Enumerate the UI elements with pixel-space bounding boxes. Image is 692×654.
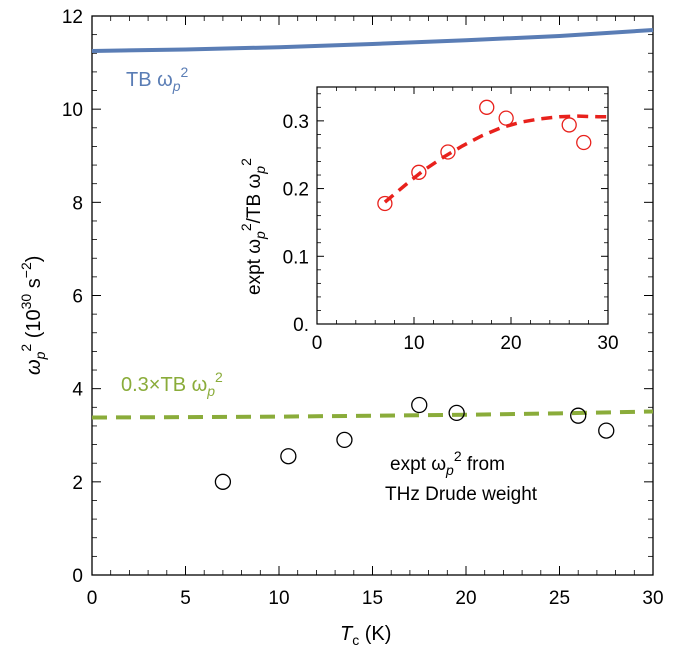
x-tick-label: 0 xyxy=(312,333,323,354)
data-point-marker xyxy=(411,164,427,180)
x-tick-label: 25 xyxy=(549,588,570,609)
inset-y-axis-label: expt ωp2/TB ωp2 xyxy=(238,158,268,295)
inset-y-ticks: 0. 0.1 0.2 0.3 xyxy=(283,93,608,336)
x-tick-label: 30 xyxy=(597,333,618,354)
x-tick-label: 0 xyxy=(87,588,98,609)
x-tick-label: 10 xyxy=(268,588,289,609)
data-point-marker xyxy=(440,144,456,160)
expt-label-line1: expt ωp2 from xyxy=(390,448,505,478)
data-point-marker xyxy=(570,407,587,424)
inset-series xyxy=(377,99,608,212)
x-tick-label: 15 xyxy=(362,588,383,609)
main-series xyxy=(91,27,654,490)
y-tick-label: 0 xyxy=(72,566,83,587)
data-point-marker xyxy=(336,431,353,449)
data-point-marker xyxy=(214,473,232,490)
y-tick-label: 12 xyxy=(62,7,83,28)
main-x-ticks: 0 5 10 15 20 25 30 xyxy=(87,16,664,609)
expt-label-line2: THz Drude weight xyxy=(385,484,538,505)
data-point-marker xyxy=(598,422,615,439)
series-line xyxy=(91,409,654,420)
x-tick-label: 5 xyxy=(180,588,191,609)
data-point-marker xyxy=(576,134,592,151)
tb-line-label: TB ωp2 xyxy=(126,64,189,94)
data-point-marker xyxy=(479,99,495,115)
y-tick-label: 0.1 xyxy=(283,247,309,268)
main-y-axis-label: ωp2 (1030 s−2) xyxy=(18,256,48,375)
y-tick-label: 0.2 xyxy=(283,180,309,201)
x-tick-label: 20 xyxy=(455,588,476,609)
scaled-line-label: 0.3×TB ωp2 xyxy=(121,369,223,399)
x-tick-label: 20 xyxy=(500,333,521,354)
main-y-ticks: 0 2 4 6 8 10 12 xyxy=(62,7,653,587)
data-point-marker xyxy=(377,195,393,212)
y-tick-label: 10 xyxy=(62,100,83,121)
y-tick-label: 2 xyxy=(72,473,83,494)
y-tick-label: 8 xyxy=(72,193,83,214)
y-tick-label: 0.3 xyxy=(283,112,309,133)
series-line xyxy=(91,27,654,53)
y-tick-label: 6 xyxy=(72,287,83,308)
x-tick-label: 10 xyxy=(403,333,424,354)
data-point-marker xyxy=(411,396,428,414)
inset-plot-frame xyxy=(316,86,609,325)
data-point-marker xyxy=(280,448,297,465)
series-line xyxy=(383,114,608,204)
x-tick-label: 30 xyxy=(642,588,663,609)
y-tick-label: 0. xyxy=(293,315,309,336)
inset-x-ticks: 0 10 20 30 xyxy=(312,87,619,354)
main-x-axis-label: Tc (K) xyxy=(340,623,391,648)
data-point-marker xyxy=(448,404,465,422)
y-tick-label: 4 xyxy=(72,380,83,401)
